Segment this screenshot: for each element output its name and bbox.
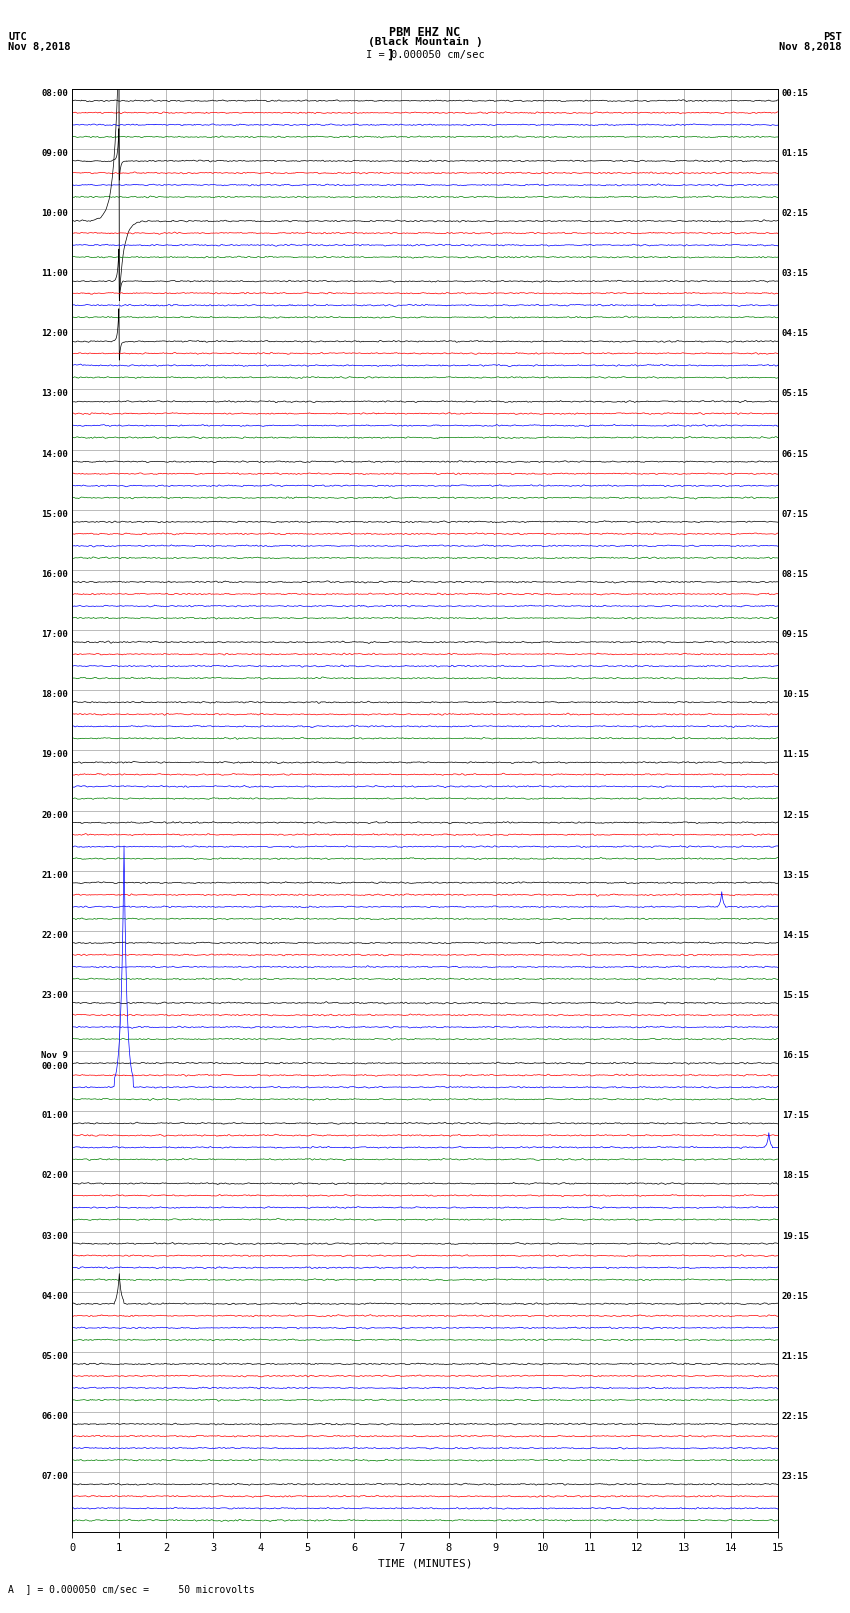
Text: 19:15: 19:15 — [782, 1232, 809, 1240]
Text: 22:00: 22:00 — [41, 931, 68, 940]
Text: 14:15: 14:15 — [782, 931, 809, 940]
Text: 18:15: 18:15 — [782, 1171, 809, 1181]
Text: 01:00: 01:00 — [41, 1111, 68, 1121]
Text: 16:00: 16:00 — [41, 569, 68, 579]
Text: 13:00: 13:00 — [41, 389, 68, 398]
Text: 16:15: 16:15 — [782, 1052, 809, 1060]
Text: 08:00: 08:00 — [41, 89, 68, 98]
Text: 04:00: 04:00 — [41, 1292, 68, 1300]
Text: 10:15: 10:15 — [782, 690, 809, 698]
Text: ]: ] — [386, 48, 394, 61]
Text: (Black Mountain ): (Black Mountain ) — [367, 37, 483, 47]
Text: 11:00: 11:00 — [41, 269, 68, 277]
Text: PBM EHZ NC: PBM EHZ NC — [389, 26, 461, 39]
Text: 10:00: 10:00 — [41, 210, 68, 218]
Text: 03:15: 03:15 — [782, 269, 809, 277]
Text: 11:15: 11:15 — [782, 750, 809, 760]
Text: 05:00: 05:00 — [41, 1352, 68, 1361]
Text: 09:00: 09:00 — [41, 148, 68, 158]
Text: A  ] = 0.000050 cm/sec =     50 microvolts: A ] = 0.000050 cm/sec = 50 microvolts — [8, 1584, 255, 1594]
Text: 20:15: 20:15 — [782, 1292, 809, 1300]
Text: 12:15: 12:15 — [782, 811, 809, 819]
Text: I = 0.000050 cm/sec: I = 0.000050 cm/sec — [366, 50, 484, 60]
Text: 09:15: 09:15 — [782, 631, 809, 639]
Text: 02:00: 02:00 — [41, 1171, 68, 1181]
Text: 07:00: 07:00 — [41, 1473, 68, 1481]
Text: 01:15: 01:15 — [782, 148, 809, 158]
X-axis label: TIME (MINUTES): TIME (MINUTES) — [377, 1558, 473, 1568]
Text: 12:00: 12:00 — [41, 329, 68, 339]
Text: Nov 8,2018: Nov 8,2018 — [779, 42, 842, 52]
Text: 22:15: 22:15 — [782, 1411, 809, 1421]
Text: 14:00: 14:00 — [41, 450, 68, 458]
Text: 07:15: 07:15 — [782, 510, 809, 519]
Text: 13:15: 13:15 — [782, 871, 809, 879]
Text: 23:00: 23:00 — [41, 990, 68, 1000]
Text: 21:15: 21:15 — [782, 1352, 809, 1361]
Text: 03:00: 03:00 — [41, 1232, 68, 1240]
Text: 05:15: 05:15 — [782, 389, 809, 398]
Text: 00:15: 00:15 — [782, 89, 809, 98]
Text: Nov 9
00:00: Nov 9 00:00 — [41, 1052, 68, 1071]
Text: UTC: UTC — [8, 32, 27, 42]
Text: 06:00: 06:00 — [41, 1411, 68, 1421]
Text: 19:00: 19:00 — [41, 750, 68, 760]
Text: 20:00: 20:00 — [41, 811, 68, 819]
Text: 08:15: 08:15 — [782, 569, 809, 579]
Text: 21:00: 21:00 — [41, 871, 68, 879]
Text: 02:15: 02:15 — [782, 210, 809, 218]
Text: 06:15: 06:15 — [782, 450, 809, 458]
Text: 17:00: 17:00 — [41, 631, 68, 639]
Text: 23:15: 23:15 — [782, 1473, 809, 1481]
Text: PST: PST — [823, 32, 842, 42]
Text: 17:15: 17:15 — [782, 1111, 809, 1121]
Text: 04:15: 04:15 — [782, 329, 809, 339]
Text: Nov 8,2018: Nov 8,2018 — [8, 42, 71, 52]
Text: 15:15: 15:15 — [782, 990, 809, 1000]
Text: 18:00: 18:00 — [41, 690, 68, 698]
Text: 15:00: 15:00 — [41, 510, 68, 519]
